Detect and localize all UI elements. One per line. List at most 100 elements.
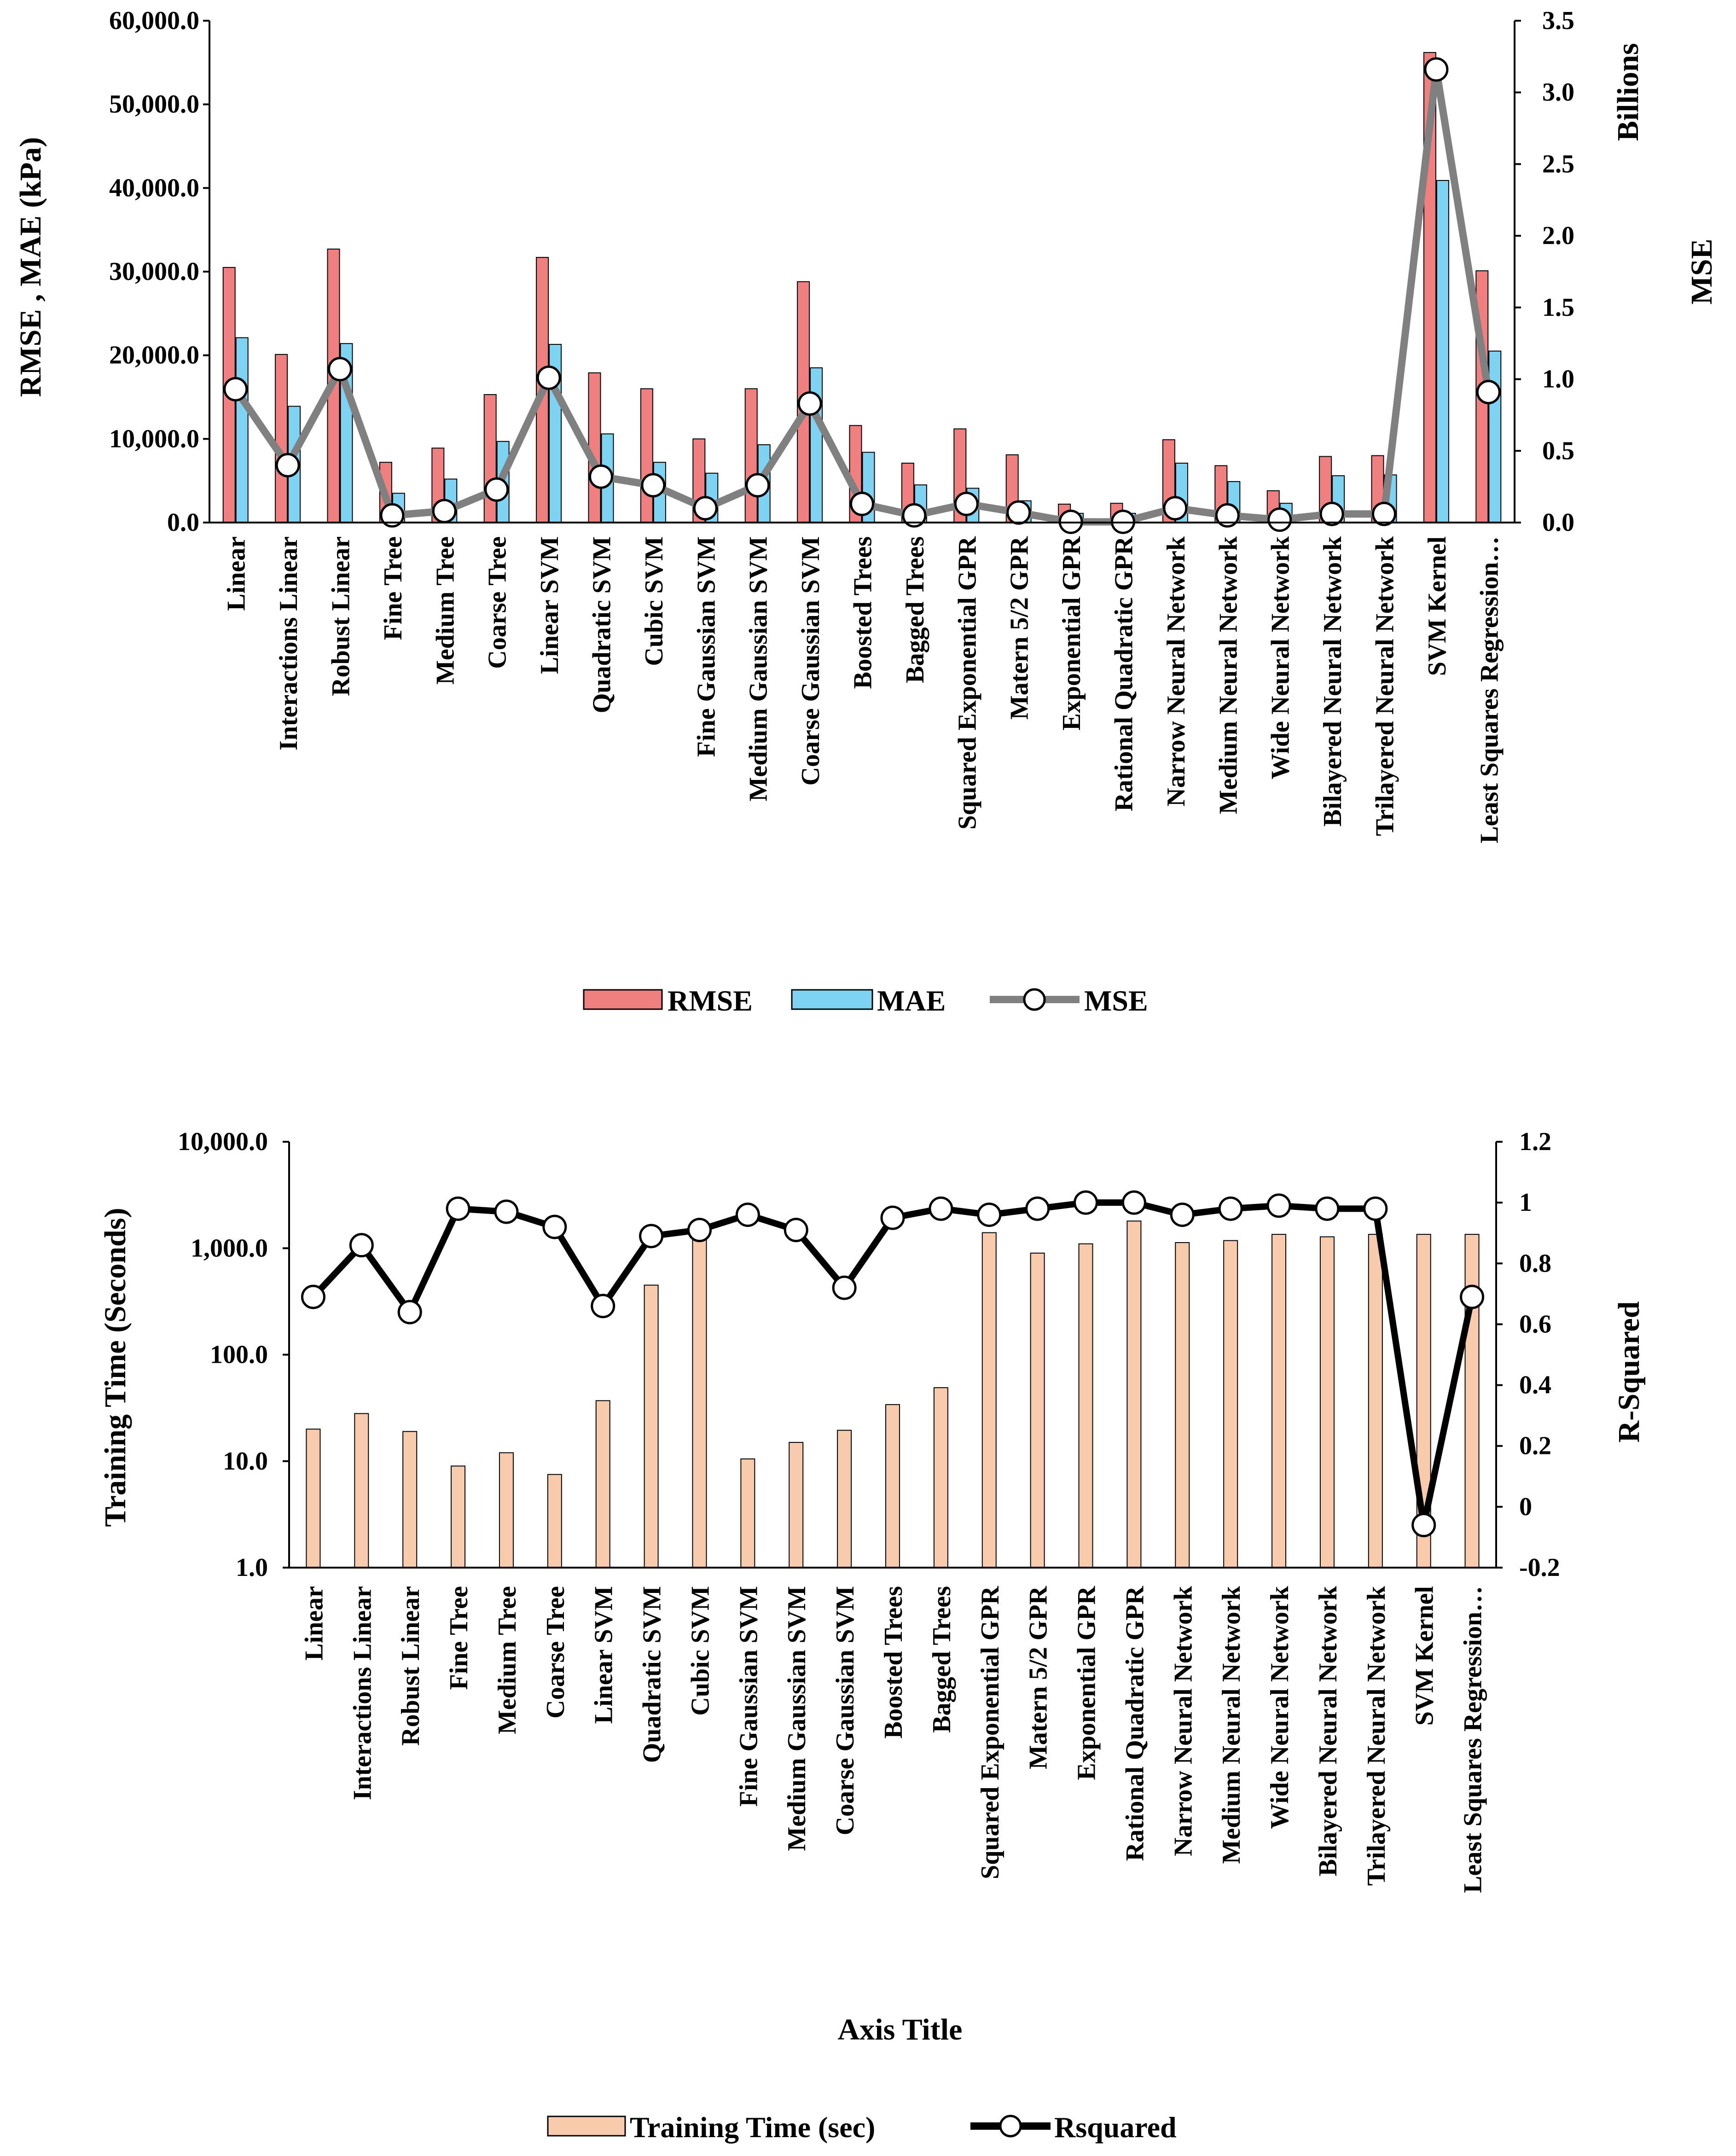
c1-category-label-medium-gaussian-svm: Medium Gaussian SVM	[744, 536, 773, 802]
c2-category-label-coarse-gaussian-svm: Coarse Gaussian SVM	[831, 1586, 859, 1835]
c1-right-tick-label: 3.0	[1542, 78, 1574, 107]
c2-left-axis-ticks: 1.0 10.0 100.0 1,000.0 10,000.0	[178, 1127, 289, 1582]
c1-y2-axis-title: MSE	[1685, 238, 1719, 304]
mse-point-medium-gaussian-svm	[745, 473, 770, 498]
c2-right-tick-label: 0.4	[1519, 1371, 1551, 1400]
c1-legend: RMSE MAE MSE	[583, 984, 1148, 1017]
c1-right-tick-label: 2.0	[1542, 221, 1574, 250]
c1-left-tick-label: 40,000.0	[109, 174, 199, 202]
c1-category-label-robust-linear: Robust Linear	[327, 536, 355, 696]
c2-category-label-rational-quadratic-gpr: Rational Quadratic GPR	[1121, 1586, 1149, 1861]
c1-category-label-fine-tree: Fine Tree	[379, 536, 407, 640]
mse-point-narrow-neural-network	[1163, 496, 1188, 521]
c2-category-label-medium-neural-network: Medium Neural Network	[1217, 1586, 1246, 1864]
c2-category-label-bilayered-neural-network: Bilayered Neural Network	[1314, 1586, 1342, 1876]
rsquared-point-quadratic-svm	[639, 1224, 664, 1249]
c2-category-label-linear: Linear	[300, 1586, 328, 1661]
legend-training-time-swatch	[547, 2115, 626, 2137]
rsquared-point-interactions-linear	[349, 1233, 374, 1258]
c2-right-tick-label: 1	[1519, 1188, 1532, 1217]
training-time-bar-bagged-trees	[933, 1387, 948, 1568]
legend-rsquared-label: Rsquared	[1054, 2111, 1177, 2144]
c2-category-label-squared-exponential-gpr: Squared Exponential GPR	[976, 1586, 1004, 1879]
legend-training-time-label: Training Time (sec)	[630, 2111, 875, 2144]
c2-category-label-interactions-linear: Interactions Linear	[348, 1586, 377, 1800]
mse-point-medium-neural-network	[1215, 503, 1240, 528]
training-time-bar-exponential-gpr	[1078, 1243, 1093, 1569]
mse-point-bilayered-neural-network	[1319, 501, 1344, 526]
c1-left-axis-ticks: 0.0 10,000.0 20,000.0 30,000.0 40,000.0 50,00…	[109, 6, 209, 537]
mse-point-squared-exponential-gpr	[954, 492, 979, 517]
c1-category-label-narrow-neural-network: Narrow Neural Network	[1162, 536, 1190, 807]
training-time-bar-medium-gaussian-svm	[789, 1442, 804, 1568]
legend-rmse-swatch	[583, 989, 663, 1010]
mse-point-wide-neural-network	[1267, 507, 1292, 532]
c2-rsquared-line	[301, 1190, 1485, 1537]
rmse-bar-interactions-linear	[275, 354, 288, 523]
c2-category-label-wide-neural-network: Wide Neural Network	[1266, 1586, 1294, 1829]
mae-bar-linear	[235, 337, 249, 523]
legend-mse-marker	[1023, 988, 1046, 1011]
c1-category-label-bagged-trees: Bagged Trees	[901, 536, 929, 683]
c2-left-tick-label: 1.0	[236, 1553, 268, 1582]
rsquared-point-medium-gaussian-svm	[784, 1218, 808, 1243]
mse-point-medium-tree	[432, 499, 457, 523]
training-time-bar-trilayered-neural-network	[1368, 1234, 1383, 1569]
c2-category-label-svm-kernel: SVM Kernel	[1411, 1586, 1439, 1726]
mse-point-linear-svm	[536, 365, 561, 390]
c1-left-tick-label: 60,000.0	[109, 6, 199, 35]
c2-category-labels: Linear Interactions Linear Robust Linear Fi…	[300, 1586, 1487, 1893]
mse-point-quadratic-svm	[589, 464, 613, 489]
c1-category-label-bilayered-neural-network: Bilayered Neural Network	[1318, 536, 1347, 826]
mse-point-robust-linear	[328, 357, 352, 382]
c1-category-label-least-squares-regression: Least Squares Regression…	[1475, 536, 1504, 843]
rsquared-point-wide-neural-network	[1266, 1193, 1291, 1218]
c2-category-label-coarse-tree: Coarse Tree	[541, 1586, 570, 1719]
c2-right-axis-ticks: -0.2 0 0.2 0.4 0.6 0.8 1 1.2	[1496, 1127, 1560, 1582]
c1-category-label-linear-svm: Linear SVM	[535, 536, 564, 674]
rmse-bar-coarse-tree	[483, 394, 497, 523]
training-time-bar-fine-tree	[451, 1465, 466, 1568]
error-metrics-chart: 0.0 10,000.0 20,000.0 30,000.0 40,000.0 50,00…	[14, 6, 1719, 1017]
c1-category-label-wide-neural-network: Wide Neural Network	[1266, 536, 1295, 779]
c2-right-tick-label: 0	[1519, 1493, 1532, 1521]
c2-category-label-narrow-neural-network: Narrow Neural Network	[1169, 1586, 1197, 1856]
c2-y2-axis-title: R-Squared	[1612, 1302, 1646, 1443]
rsquared-point-svm-kernel	[1411, 1513, 1436, 1537]
c1-bars	[222, 52, 1502, 523]
c2-left-tick-label: 1,000.0	[191, 1234, 268, 1262]
c2-x-axis-title: Axis Title	[838, 2013, 963, 2046]
c1-category-label-linear: Linear	[222, 536, 251, 611]
c2-category-label-fine-gaussian-svm: Fine Gaussian SVM	[734, 1586, 763, 1807]
c2-category-label-robust-linear: Robust Linear	[396, 1586, 425, 1746]
legend-mse-label: MSE	[1084, 984, 1148, 1017]
rmse-bar-medium-gaussian-svm	[744, 388, 758, 523]
mae-bar-coarse-gaussian-svm	[810, 367, 823, 523]
c1-category-label-trilayered-neural-network: Trilayered Neural Network	[1371, 536, 1399, 836]
c2-category-label-cubic-svm: Cubic SVM	[686, 1586, 714, 1716]
training-time-bar-interactions-linear	[354, 1413, 369, 1569]
c1-category-label-interactions-linear: Interactions Linear	[274, 536, 303, 750]
training-time-bar-fine-gaussian-svm	[740, 1458, 755, 1568]
c1-right-tick-label: 0.5	[1542, 436, 1574, 465]
c1-left-tick-label: 30,000.0	[109, 257, 199, 286]
rsquared-point-narrow-neural-network	[1170, 1203, 1195, 1227]
c1-y2-unit-label: Billions	[1611, 43, 1645, 141]
rsquared-point-medium-neural-network	[1218, 1196, 1243, 1221]
rsquared-point-linear	[301, 1284, 325, 1309]
c2-category-label-matern-5-2-gpr: Matern 5/2 GPR	[1024, 1586, 1053, 1769]
c2-category-label-medium-gaussian-svm: Medium Gaussian SVM	[783, 1586, 811, 1851]
training-time-bar-boosted-trees	[885, 1404, 900, 1568]
c1-category-label-squared-exponential-gpr: Squared Exponential GPR	[953, 536, 981, 829]
c2-right-tick-label: 0.8	[1519, 1249, 1551, 1278]
rsquared-point-bilayered-neural-network	[1315, 1196, 1340, 1221]
c2-category-label-exponential-gpr: Exponential GPR	[1073, 1586, 1101, 1780]
legend-rsquared-marker	[999, 2115, 1022, 2138]
c1-category-label-cubic-svm: Cubic SVM	[640, 536, 668, 666]
c2-y-axis-title: Training Time (Seconds)	[99, 1208, 132, 1527]
c1-left-tick-label: 0.0	[167, 508, 199, 537]
c1-category-label-medium-tree: Medium Tree	[431, 536, 459, 685]
mse-point-fine-tree	[380, 503, 405, 528]
legend-mae-swatch	[791, 989, 873, 1010]
